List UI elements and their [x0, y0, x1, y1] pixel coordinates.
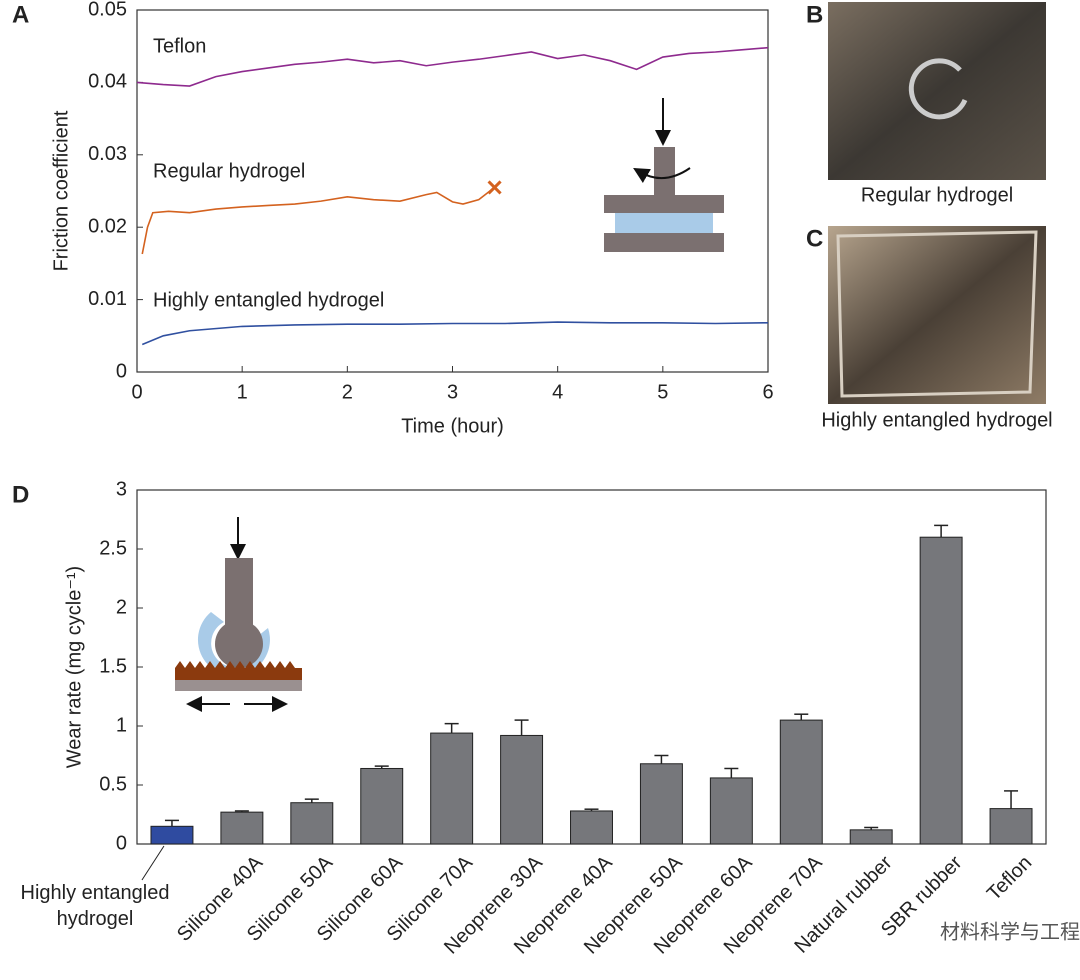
end-marker	[487, 180, 502, 195]
y-tick-label: 0.02	[88, 215, 127, 237]
y-tick-label: 3	[116, 478, 127, 500]
bar	[500, 734, 544, 845]
y-tick-label: 1.5	[99, 655, 127, 677]
callout-leader	[141, 845, 165, 881]
line-series	[136, 46, 769, 87]
bar	[779, 719, 823, 845]
y-tick-label: 2	[116, 596, 127, 618]
line-series	[141, 321, 769, 346]
inset-wear-schematic	[175, 517, 302, 712]
x-tick-label: 5	[657, 381, 668, 403]
bar	[709, 777, 753, 845]
x-tick-label: 6	[762, 381, 773, 403]
x-tick-label: 4	[552, 381, 563, 403]
x-tick-label: 3	[447, 381, 458, 403]
y-tick-label: 1	[116, 714, 127, 736]
bar	[919, 536, 963, 845]
y-tick-label: 0	[116, 360, 127, 382]
x-axis-label: Time (hour)	[401, 415, 504, 437]
panel-letter: A	[12, 1, 29, 28]
bar	[849, 829, 893, 845]
y-tick-label: 0.01	[88, 288, 127, 310]
panel-letter: D	[12, 481, 29, 508]
y-axis-label: Wear rate (mg cycle⁻¹)	[63, 566, 85, 768]
y-tick-label: 0.04	[88, 71, 127, 93]
x-tick-label: Teflon	[983, 852, 1036, 905]
inset-rotation-schematic	[604, 98, 724, 252]
y-tick-label: 0	[116, 832, 127, 854]
bar	[989, 808, 1033, 845]
bar	[150, 825, 194, 845]
photo-entangled-hydrogel	[828, 226, 1046, 404]
bar	[430, 732, 474, 845]
y-tick-label: 2.5	[99, 537, 127, 559]
y-axis-label: Friction coefficient	[50, 110, 72, 271]
photo-caption: Highly entangled hydrogel	[821, 409, 1052, 431]
photo-detail	[908, 58, 968, 120]
category-callout: Highly entangled hydrogel	[20, 882, 170, 930]
watermark: 材料科学与工程	[940, 920, 1080, 943]
bar	[360, 767, 404, 845]
photo-regular-hydrogel	[828, 2, 1046, 180]
bar	[639, 763, 683, 845]
series-label: Regular hydrogel	[153, 160, 305, 182]
x-tick-label: 0	[131, 381, 142, 403]
x-tick-label: 2	[342, 381, 353, 403]
y-tick-label: 0.5	[99, 773, 127, 795]
photo-detail	[836, 230, 1038, 398]
y-tick-label: 0.03	[88, 143, 127, 165]
line-series	[141, 186, 496, 255]
panel-letter: B	[806, 1, 823, 28]
photo-caption: Regular hydrogel	[861, 184, 1013, 206]
panel-letter: C	[806, 225, 823, 252]
bar	[220, 811, 264, 845]
bar	[570, 810, 613, 845]
x-tick-label: 1	[237, 381, 248, 403]
series-label: Highly entangled hydrogel	[153, 289, 384, 311]
series-label: Teflon	[153, 35, 206, 57]
bar	[290, 802, 334, 845]
y-tick-label: 0.05	[88, 0, 127, 20]
